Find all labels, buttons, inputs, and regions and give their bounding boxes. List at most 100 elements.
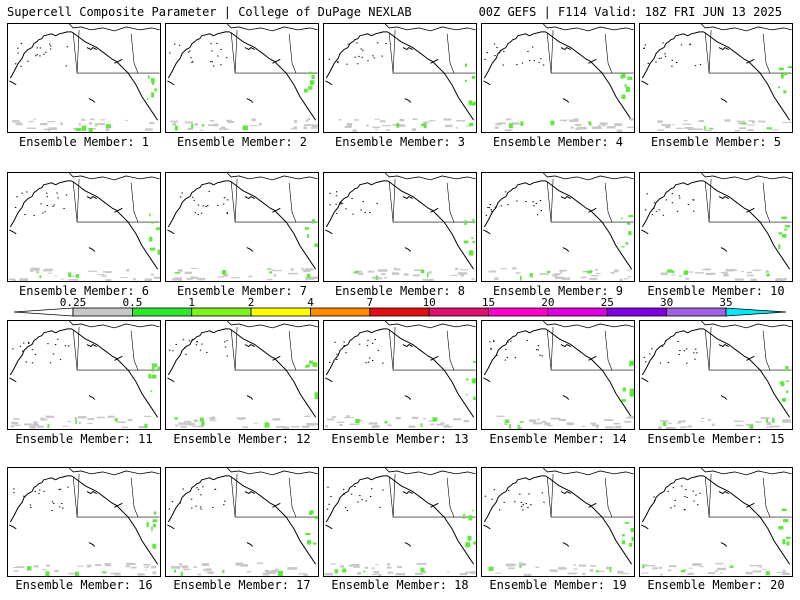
island bbox=[520, 505, 523, 507]
scp-shading-green bbox=[547, 270, 551, 273]
scp-shading-low bbox=[590, 422, 596, 425]
ensemble-member-map bbox=[323, 467, 477, 577]
scp-shading-low bbox=[282, 426, 290, 429]
scp-shading-green bbox=[472, 240, 475, 244]
island bbox=[227, 199, 229, 201]
coastline bbox=[718, 490, 729, 495]
scp-shading-low bbox=[183, 568, 191, 571]
scp-shading-low bbox=[544, 422, 551, 426]
coastline bbox=[325, 182, 372, 228]
scp-shading-low bbox=[704, 268, 711, 271]
political-border bbox=[762, 182, 771, 223]
scp-shading-low bbox=[249, 125, 258, 127]
scp-shading-low bbox=[770, 425, 780, 428]
island bbox=[191, 61, 193, 63]
scp-shading-low bbox=[276, 425, 286, 428]
scp-shading-low bbox=[179, 563, 183, 566]
scp-shading-low bbox=[695, 128, 703, 131]
scp-shading-low bbox=[627, 269, 632, 271]
scp-shading-green bbox=[472, 361, 476, 363]
scp-shading-low bbox=[170, 120, 179, 123]
scp-shading-low bbox=[736, 120, 746, 122]
political-border bbox=[72, 476, 111, 518]
scp-shading-low bbox=[680, 426, 687, 429]
scp-shading-low bbox=[423, 418, 427, 420]
island bbox=[40, 203, 42, 205]
scp-shading-low bbox=[707, 418, 712, 421]
island bbox=[659, 362, 662, 364]
scp-shading-low bbox=[766, 421, 772, 425]
map-canvas bbox=[167, 24, 318, 131]
island bbox=[342, 488, 345, 490]
scp-shading-low bbox=[171, 278, 182, 281]
scp-shading-low bbox=[755, 421, 762, 423]
scp-shading-green bbox=[488, 566, 494, 571]
island bbox=[684, 509, 686, 511]
scp-shading-green bbox=[464, 220, 467, 225]
political-border bbox=[550, 29, 554, 74]
scp-shading-low bbox=[193, 566, 198, 568]
scp-shading-low bbox=[378, 574, 382, 576]
hawaii-islands bbox=[88, 98, 96, 103]
scp-shading-low bbox=[671, 274, 676, 276]
political-border bbox=[392, 178, 396, 223]
scp-shading-low bbox=[676, 422, 681, 424]
scp-shading-low bbox=[459, 573, 468, 576]
scp-shading-low bbox=[508, 567, 515, 570]
coastline bbox=[687, 180, 706, 186]
scp-shading-low bbox=[665, 125, 671, 129]
scp-shading-low bbox=[331, 416, 336, 419]
island bbox=[505, 348, 507, 350]
scp-shading-low bbox=[107, 415, 115, 418]
coastline bbox=[371, 31, 390, 37]
island bbox=[658, 209, 660, 211]
scp-shading-low bbox=[747, 124, 755, 126]
scp-shading-low bbox=[610, 271, 615, 274]
scp-shading-low bbox=[503, 423, 508, 425]
coastline bbox=[72, 32, 159, 121]
scp-shading-low bbox=[707, 572, 715, 575]
ensemble-member-label: Ensemble Member: 18 bbox=[331, 578, 469, 592]
scp-shading-green bbox=[191, 123, 194, 129]
scp-shading-low bbox=[387, 424, 392, 427]
scp-shading-low bbox=[505, 118, 512, 121]
coastline bbox=[483, 229, 491, 235]
island bbox=[211, 61, 214, 63]
scp-shading-low bbox=[110, 572, 116, 575]
island bbox=[664, 55, 667, 57]
scp-shading-green bbox=[777, 86, 781, 89]
scp-shading-low bbox=[43, 269, 53, 272]
map-canvas bbox=[8, 173, 160, 281]
scp-shading-green bbox=[26, 566, 32, 571]
map-canvas bbox=[9, 321, 160, 429]
island bbox=[59, 359, 62, 361]
hawaii-islands bbox=[246, 395, 254, 400]
scp-shading-low bbox=[422, 278, 430, 281]
scp-shading-green bbox=[314, 392, 318, 397]
island bbox=[358, 55, 360, 57]
colorbar-segment bbox=[547, 307, 608, 317]
political-border bbox=[76, 473, 80, 518]
scp-shading-low bbox=[552, 274, 558, 277]
island bbox=[490, 348, 492, 350]
island bbox=[341, 202, 344, 204]
island bbox=[343, 494, 345, 495]
island bbox=[507, 341, 509, 343]
island bbox=[643, 47, 646, 49]
ensemble-member-map bbox=[165, 23, 319, 133]
scp-shading-low bbox=[738, 127, 747, 130]
island bbox=[197, 489, 200, 490]
scp-shading-green bbox=[88, 127, 93, 132]
scp-shading-green bbox=[312, 362, 318, 367]
political-border bbox=[388, 32, 427, 74]
ensemble-member-map bbox=[7, 467, 161, 577]
island bbox=[502, 64, 504, 66]
scp-shading-low bbox=[444, 424, 449, 427]
coastline bbox=[546, 32, 633, 121]
scp-shading-low bbox=[450, 274, 458, 276]
scp-shading-low bbox=[578, 564, 587, 567]
scp-shading-low bbox=[558, 418, 566, 422]
scp-shading-green bbox=[629, 388, 634, 393]
coastline bbox=[746, 502, 755, 508]
colorbar-tick-label: 7 bbox=[366, 296, 373, 309]
